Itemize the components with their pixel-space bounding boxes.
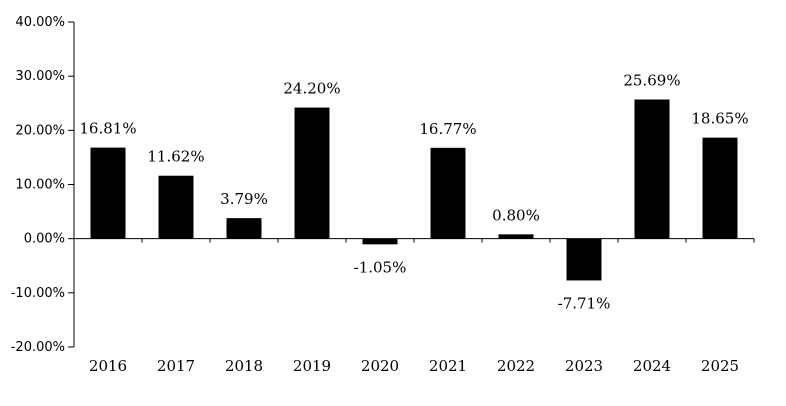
bar-2018	[226, 218, 262, 239]
bar-2024	[634, 99, 670, 239]
data-label-2022: 0.80%	[492, 206, 540, 224]
data-label-2021: 16.77%	[419, 120, 476, 138]
y-tick-label: 40.00%	[15, 15, 65, 30]
x-tick-label-2018: 2018	[225, 357, 263, 375]
x-tick-label-2023: 2023	[565, 357, 603, 375]
x-tick-label-2017: 2017	[157, 357, 195, 375]
data-label-2023: -7.71%	[558, 294, 611, 312]
y-tick-label: 30.00%	[15, 69, 65, 84]
y-tick-label: 10.00%	[15, 178, 65, 193]
data-labels: 16.81% 11.62% 3.79% 24.20% -1.05% 16.77% 0.80%…	[79, 72, 748, 313]
x-axis: 2016 2017 2018 2019 2020 2021 2022 2023 2024 2025	[73, 238, 755, 375]
bar-2020	[362, 238, 398, 245]
y-axis: 40.00% 30.00% 20.00% 10.00% 0.00% -10.00% -20.…	[11, 15, 75, 355]
bar-2019	[294, 107, 330, 239]
bar-2023	[566, 238, 602, 281]
data-label-2024: 25.69%	[623, 72, 680, 90]
x-tick-label-2021: 2021	[429, 357, 467, 375]
x-tick-label-2024: 2024	[633, 357, 671, 375]
bar-2016	[90, 147, 126, 239]
data-label-2016: 16.81%	[79, 120, 136, 138]
x-tick-label-2025: 2025	[701, 357, 739, 375]
data-label-2025: 18.65%	[691, 110, 748, 128]
y-tick-label: 0.00%	[24, 232, 65, 247]
bar-2017	[158, 175, 194, 239]
bar-2022	[498, 234, 534, 239]
bars	[90, 99, 738, 281]
bar-2025	[702, 137, 738, 239]
x-tick-label-2022: 2022	[497, 357, 535, 375]
y-tick-label: 20.00%	[15, 123, 65, 138]
x-tick-label-2020: 2020	[361, 357, 399, 375]
x-tick-label-2019: 2019	[293, 357, 331, 375]
data-label-2020: -1.05%	[354, 258, 407, 276]
data-label-2017: 11.62%	[147, 148, 204, 166]
x-tick-label-2016: 2016	[89, 357, 127, 375]
y-tick-label: -20.00%	[11, 340, 65, 355]
y-tick-label: -10.00%	[11, 286, 65, 301]
bar-2021	[430, 147, 466, 239]
data-label-2019: 24.20%	[283, 80, 340, 98]
data-label-2018: 3.79%	[220, 190, 268, 208]
